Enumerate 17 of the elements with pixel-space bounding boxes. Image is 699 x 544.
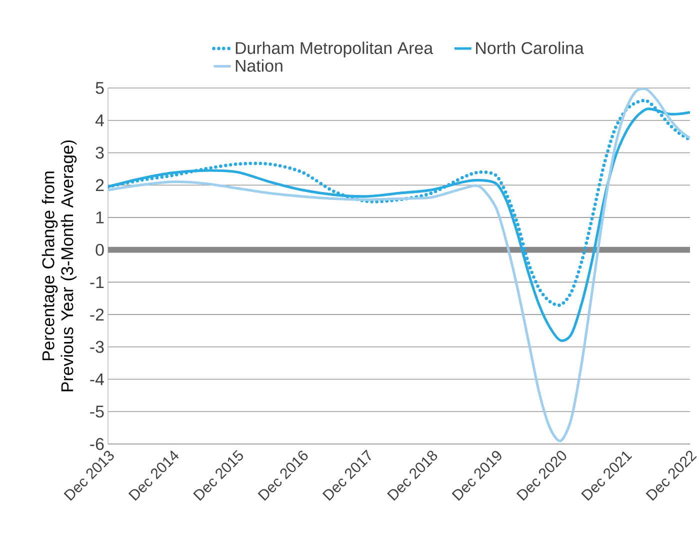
- y-tick-label: -6: [90, 438, 104, 450]
- y-tick-label: -2: [90, 308, 104, 320]
- y-tick-label: -1: [90, 276, 104, 288]
- y-tick-label: 3: [96, 146, 104, 159]
- y-axis-title: Percentage Change from Previous Year (3-Month Average): [42, 140, 77, 392]
- y-tick-label: 5: [96, 82, 104, 94]
- legend-label: Nation: [236, 59, 282, 72]
- y-tick-label: 1: [96, 212, 104, 224]
- legend-label: North Carolina: [476, 42, 584, 54]
- legend-label: Durham Metropolitan Area: [236, 42, 434, 58]
- y-tick-label: -3: [90, 340, 104, 353]
- y-tick-label: 4: [95, 114, 104, 126]
- y-tick-label: -5: [90, 406, 104, 418]
- y-tick-label: -4: [90, 373, 104, 386]
- y-tick-label: 0: [96, 244, 104, 256]
- line-series: [108, 88, 690, 442]
- y-tick-label: 2: [96, 179, 104, 192]
